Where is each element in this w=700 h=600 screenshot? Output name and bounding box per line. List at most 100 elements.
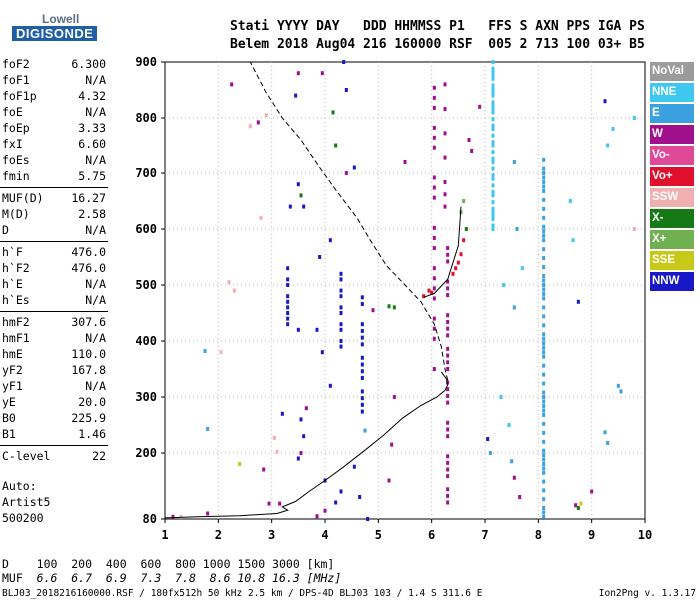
echo-mark: [296, 456, 300, 461]
echo-mark: [446, 493, 450, 498]
echo-mark: [315, 327, 319, 332]
echo-mark: [443, 82, 447, 87]
echo-mark: [286, 322, 290, 327]
echo-mark: [432, 175, 436, 180]
echo-mark: [520, 266, 524, 271]
auto-system: Artist5: [2, 495, 51, 509]
echo-mark: [446, 420, 450, 425]
y-tick-label: 80: [143, 512, 157, 526]
param-value: N/A: [85, 223, 106, 237]
param-row: M(D) 2.58: [2, 206, 108, 222]
x-tick-label: 1: [161, 528, 168, 542]
echo-mark: [304, 406, 308, 411]
param-value: N/A: [85, 153, 106, 167]
legend-item: Vo+: [650, 167, 694, 186]
echo-mark: [323, 508, 327, 513]
echo-mark: [462, 238, 466, 243]
echo-mark: [446, 313, 450, 318]
echo-mark: [339, 339, 343, 343]
echo-mark: [446, 474, 450, 479]
echo-mark: [462, 199, 466, 203]
echo-mark: [432, 145, 436, 150]
legend-item: NNE: [650, 83, 694, 102]
echo-mark: [334, 500, 338, 505]
param-row: hmE 110.0: [2, 346, 108, 362]
echo-mark: [443, 204, 447, 209]
echo-mark: [542, 488, 546, 493]
param-name: foEp: [2, 121, 30, 135]
echo-mark: [432, 195, 436, 200]
echo-mark: [491, 127, 495, 131]
echo-mark: [334, 143, 338, 148]
param-row: h`Es N/A: [2, 292, 108, 308]
echo-mark: [363, 428, 367, 433]
param-row: D N/A: [2, 222, 108, 238]
echo-mark: [286, 266, 290, 271]
echo-mark: [542, 287, 546, 292]
param-row: fxI 6.60: [2, 136, 108, 152]
echo-mark: [288, 204, 292, 209]
echo-mark: [542, 323, 546, 328]
echo-mark: [360, 375, 364, 380]
echo-mark: [432, 85, 436, 90]
x-tick-label: 5: [375, 528, 382, 542]
echo-mark: [488, 451, 492, 455]
param-row: h`E N/A: [2, 276, 108, 292]
header-line-1: Stati YYYY DAY DDD HHMMSS P1 FFS S AXN P…: [230, 19, 645, 34]
echo-mark: [478, 104, 482, 109]
station-header: Stati YYYY DAY DDD HHMMSS P1 FFS S AXN P…: [230, 18, 645, 54]
echo-mark: [542, 296, 546, 301]
echo-mark: [432, 95, 436, 100]
echo-mark: [328, 383, 332, 388]
echo-mark: [491, 66, 495, 71]
param-name: foF1p: [2, 89, 37, 103]
legend-item: W: [650, 125, 694, 144]
echo-mark: [232, 288, 236, 293]
echo-mark: [542, 188, 546, 193]
echo-mark: [320, 71, 324, 76]
echo-mark: [248, 124, 252, 129]
echo-mark: [446, 367, 450, 371]
autoscaling-info: Auto: Artist5 500200: [2, 478, 50, 526]
echo-mark: [432, 326, 436, 331]
echo-mark: [360, 402, 364, 407]
echo-mark: [286, 294, 290, 299]
echo-mark: [515, 227, 519, 231]
echo-mark: [571, 238, 575, 243]
echo-mark: [432, 125, 436, 130]
echo-mark: [256, 120, 260, 125]
legend-item: SSW: [650, 188, 694, 207]
echo-mark: [339, 305, 343, 310]
echo-mark: [339, 322, 343, 327]
profile-extrapolation-dashed: [249, 61, 449, 381]
echo-mark: [352, 464, 356, 469]
x-tick-label: 2: [215, 528, 222, 542]
echo-mark: [302, 204, 306, 209]
param-name: B0: [2, 411, 16, 425]
echo-mark: [275, 449, 279, 454]
echo-mark: [542, 332, 546, 337]
param-row: foEp 3.33: [2, 120, 108, 136]
param-value: 22: [92, 449, 106, 463]
echo-mark: [299, 451, 303, 455]
echo-mark: [542, 166, 546, 171]
muf-table: D 100 200 400 600 800 1000 1500 3000 [km…: [2, 557, 341, 585]
echo-mark: [542, 238, 546, 243]
echo-mark: [491, 193, 495, 198]
echo-mark: [464, 227, 468, 231]
echo-mark: [446, 434, 450, 439]
param-row: h`F 476.0: [2, 244, 108, 260]
echo-mark: [339, 344, 343, 349]
echo-mark: [432, 235, 436, 240]
echo-mark: [230, 82, 234, 87]
echo-mark: [446, 400, 450, 405]
echo-mark: [542, 479, 546, 484]
echo-mark: [616, 383, 620, 388]
echo-mark: [606, 143, 610, 148]
y-tick-label: 800: [135, 111, 157, 125]
echo-mark: [360, 322, 364, 327]
param-name: yF2: [2, 363, 23, 377]
echo-mark: [339, 277, 343, 282]
echo-mark: [360, 369, 364, 374]
